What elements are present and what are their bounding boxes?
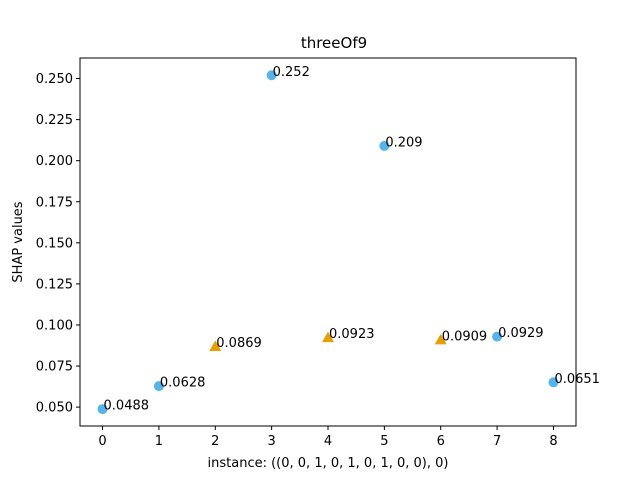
x-tick-label: 0 <box>98 434 106 449</box>
x-tick-label: 1 <box>155 434 163 449</box>
triangle-point <box>209 340 222 351</box>
y-axis-label: SHAP values <box>11 201 26 282</box>
x-tick-label: 2 <box>211 434 219 449</box>
y-tick-label: 0.125 <box>36 277 73 292</box>
x-tick-label: 3 <box>267 434 275 449</box>
point-value-label: 0.0628 <box>160 376 206 391</box>
triangle-point <box>434 333 447 345</box>
x-tick-label: 8 <box>549 434 557 449</box>
point-value-label: 0.0869 <box>216 336 261 351</box>
point-value-label: 0.0923 <box>329 327 375 342</box>
x-tick-label: 6 <box>437 434 445 449</box>
chart-title: threeOf9 <box>301 34 367 52</box>
point-value-label: 0.0488 <box>104 399 150 414</box>
x-tick-label: 5 <box>380 434 388 449</box>
plot-frame <box>79 57 577 427</box>
y-tick-label: 0.200 <box>36 154 73 169</box>
circle-point <box>266 70 277 81</box>
x-axis-label: instance: ((0, 0, 1, 0, 1, 0, 1, 0, 0), … <box>208 456 449 471</box>
point-value-label: 0.209 <box>385 135 422 150</box>
x-tick-label: 7 <box>493 434 501 449</box>
data-points <box>97 70 559 415</box>
y-tick-label: 0.075 <box>36 360 73 375</box>
circle-point <box>153 381 164 392</box>
point-value-label: 0.0651 <box>554 372 600 387</box>
circle-point <box>379 140 390 151</box>
x-tick-label: 4 <box>324 434 332 449</box>
circle-point <box>548 377 559 388</box>
circle-point <box>492 331 503 342</box>
point-value-label: 0.0929 <box>498 326 544 341</box>
y-tick-label: 0.175 <box>36 195 73 210</box>
y-tick-label: 0.100 <box>36 318 73 333</box>
y-tick-label: 0.050 <box>36 401 73 416</box>
triangle-point <box>322 331 334 343</box>
y-tick-label: 0.150 <box>36 236 73 251</box>
y-axis: 0.050 0.075 0.100 0.125 0.150 0.175 0.200 0.225… <box>36 72 80 416</box>
point-value-label: 0.0909 <box>442 329 488 344</box>
y-tick-label: 0.225 <box>36 113 73 128</box>
data-labels: 0.0488 0.0628 0.252 0.209 0.0929 0.0651 0.0869… <box>104 65 600 414</box>
y-tick-label: 0.250 <box>36 72 73 87</box>
point-value-label: 0.252 <box>273 65 310 80</box>
circle-point <box>97 404 108 415</box>
x-axis: 0 1 2 3 4 5 6 7 8 <box>98 426 558 449</box>
